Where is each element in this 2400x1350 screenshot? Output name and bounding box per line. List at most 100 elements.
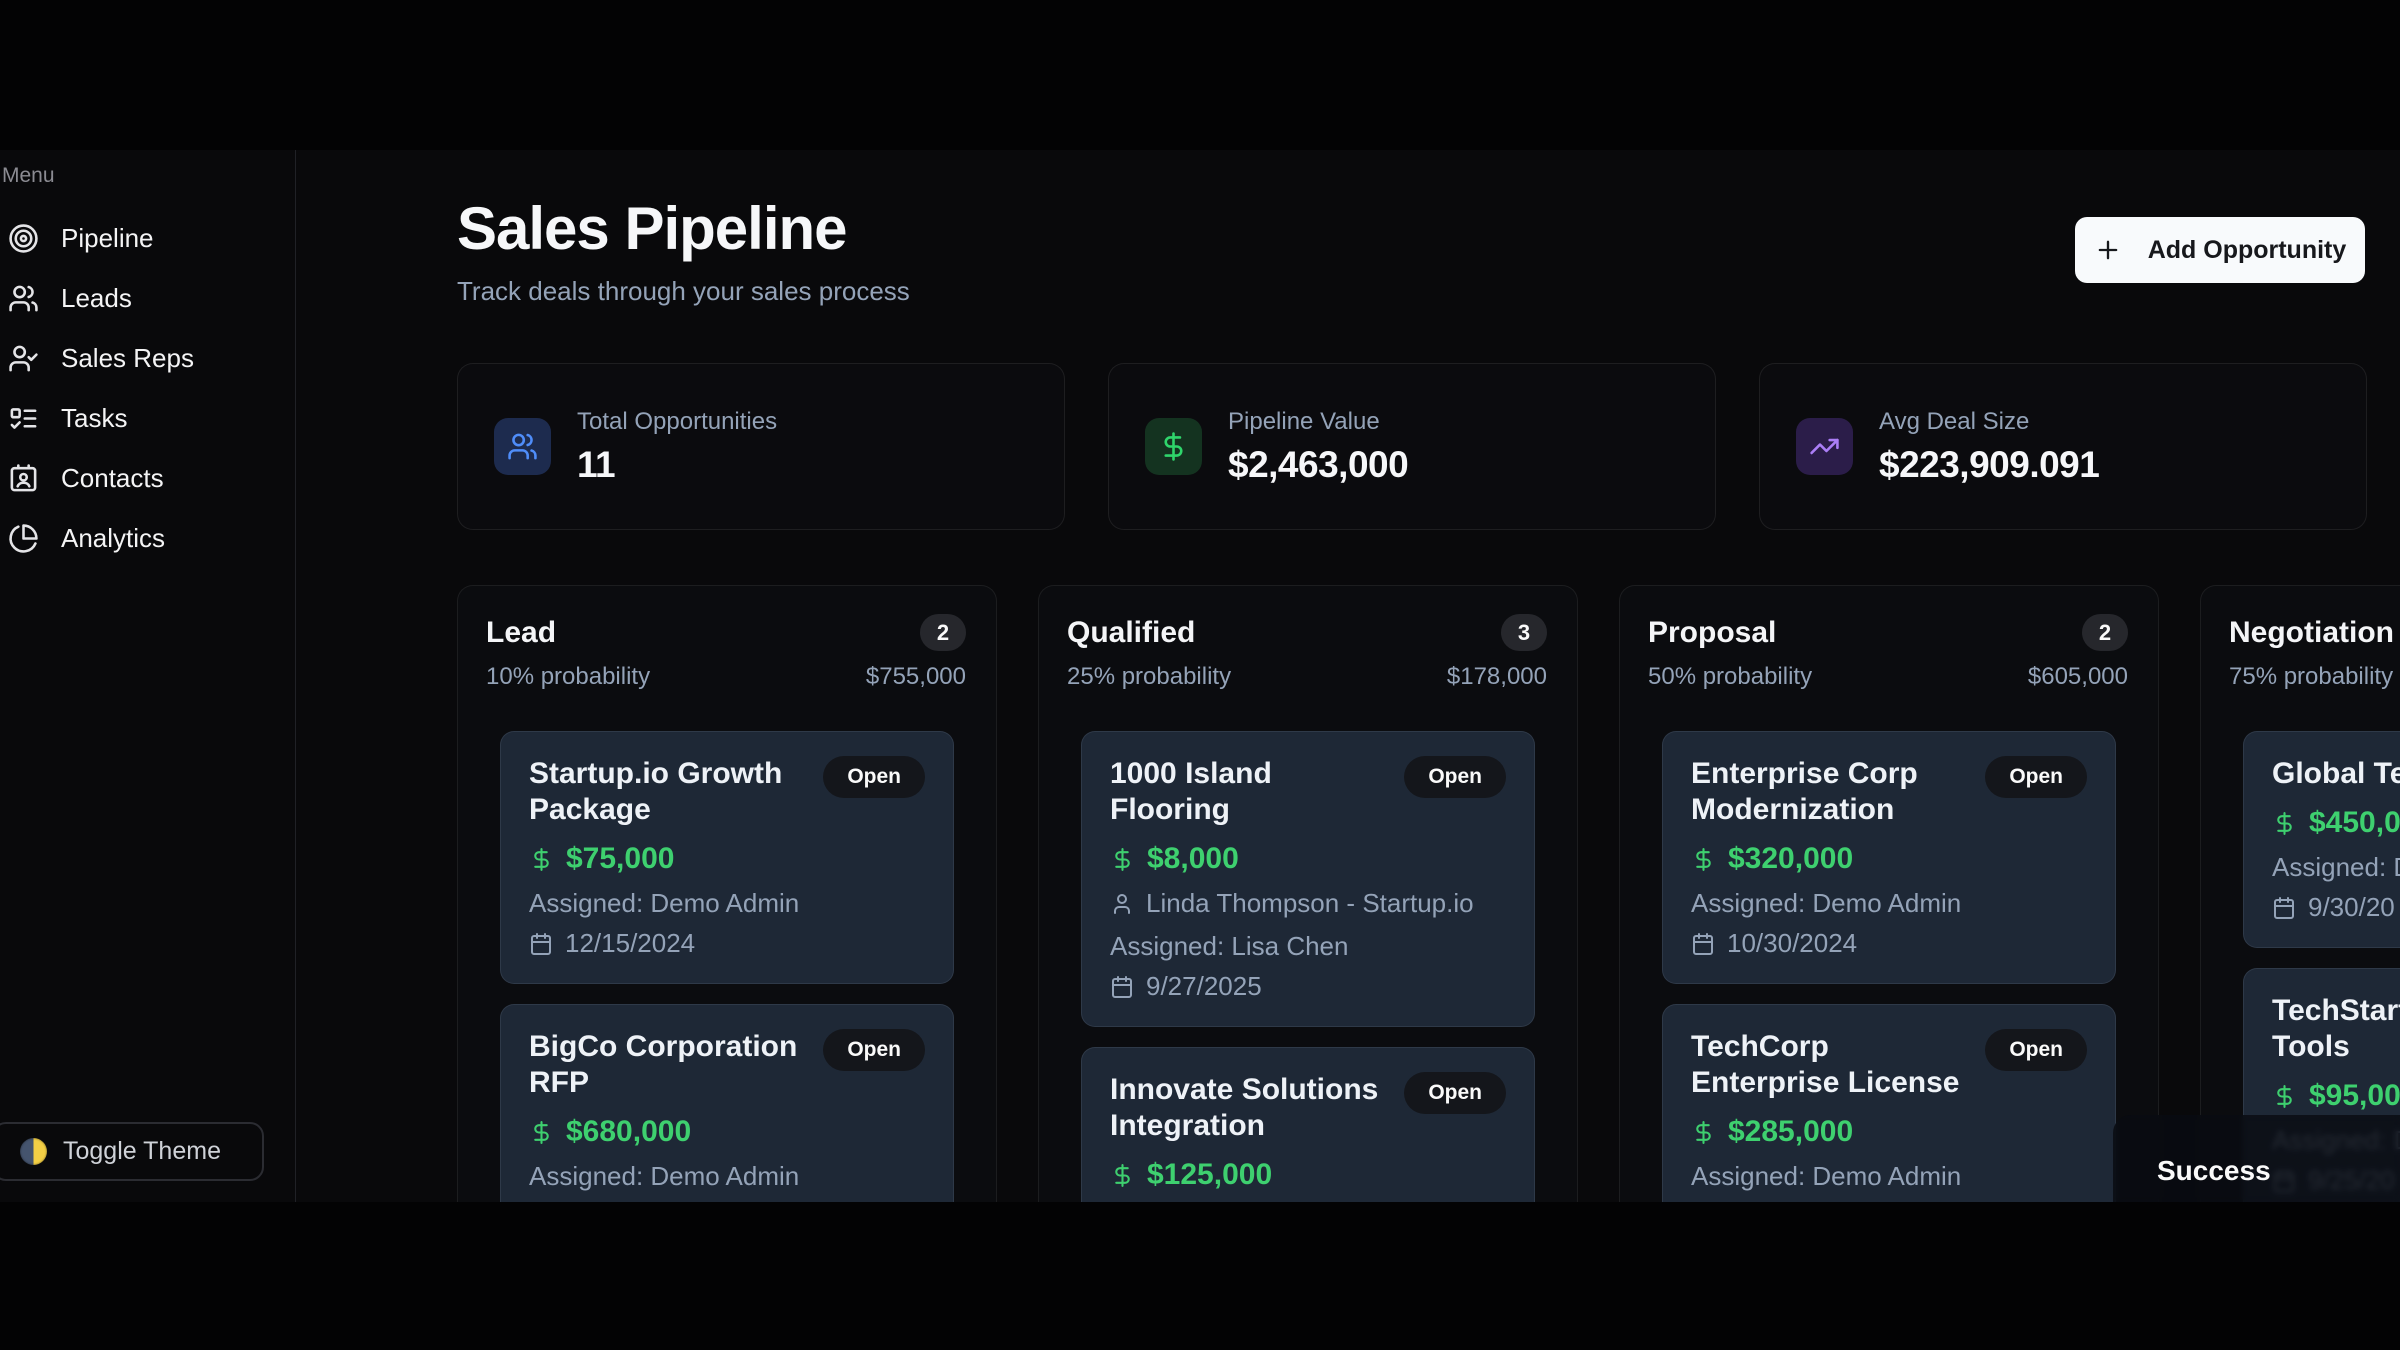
pipeline-board: Lead 2 10% probability $755,000 Startup.… <box>457 585 2400 1202</box>
stat-icon-tile <box>494 418 551 475</box>
card-title: BigCo Corporation RFP <box>529 1030 798 1099</box>
column-proposal: Proposal 2 50% probability $605,000 Ente… <box>1619 585 2159 1202</box>
contact-card-icon <box>10 463 37 491</box>
user-icon <box>1114 893 1130 914</box>
card-title: Enterprise Corp Modernization <box>1691 757 1918 826</box>
stat-icon-tile <box>1145 418 1202 475</box>
sidebar-item-contacts[interactable]: Contacts <box>0 448 295 508</box>
opportunity-card[interactable]: Enterprise Corp Modernization Open $320,… <box>1662 731 2116 984</box>
success-toast: Success <box>2113 1115 2400 1202</box>
card-amount: $320,000 <box>1728 842 1854 875</box>
card-title: 1000 Island Flooring <box>1110 757 1272 826</box>
users-icon <box>9 285 38 311</box>
column-name: Lead <box>486 615 557 649</box>
opportunity-card[interactable]: 1000 Island Flooring Open $8,000 Linda T… <box>1081 731 1535 1027</box>
card-assigned: Assigned: Demo Admin <box>529 888 800 918</box>
calendar-icon <box>1112 975 1132 998</box>
add-opportunity-button[interactable]: Add Opportunity <box>2075 217 2365 283</box>
calendar-icon <box>531 932 551 955</box>
sidebar-item-label: Tasks <box>61 402 128 433</box>
column-total: $605,000 <box>2027 663 2128 690</box>
plus-icon <box>2098 240 2118 260</box>
trending-up-icon <box>1810 438 1839 455</box>
stat-label: Pipeline Value <box>1228 407 1380 435</box>
opportunity-card[interactable]: TechCorp Enterprise License Open $285,00… <box>1662 1004 2116 1202</box>
sidebar-item-sales-reps[interactable]: Sales Reps <box>0 328 295 388</box>
sidebar: Menu Pipeline Leads Sales Reps Tasks <box>0 150 296 1202</box>
dollar-icon <box>1115 847 1130 871</box>
column-total: $755,000 <box>865 663 966 690</box>
status-badge: Open <box>823 756 925 798</box>
column-qualified: Qualified 3 25% probability $178,000 100… <box>1038 585 1578 1202</box>
stat-value: $2,463,000 <box>1228 443 1409 485</box>
target-icon <box>9 223 38 253</box>
card-amount: $450,00 <box>2309 806 2400 839</box>
moon-icon <box>20 1138 47 1165</box>
stat-icon-tile <box>1796 418 1853 475</box>
opportunity-card[interactable]: Startup.io Growth Package Open $75,000 A… <box>500 731 954 984</box>
column-probability: 25% probability <box>1067 663 1232 690</box>
sidebar-item-pipeline[interactable]: Pipeline <box>0 208 295 268</box>
dollar-icon <box>1696 1120 1711 1144</box>
opportunity-card[interactable]: Innovate Solutions Integration Open $125… <box>1081 1047 1535 1202</box>
dollar-icon <box>2277 811 2292 835</box>
opportunity-card[interactable]: BigCo Corporation RFP Open $680,000 Assi… <box>500 1004 954 1202</box>
opportunity-card[interactable]: Global Te $450,00 Assigned: D 9/30/20 <box>2243 731 2400 948</box>
dollar-icon <box>1115 1163 1130 1187</box>
column-count-badge: 2 <box>920 614 966 651</box>
card-title: TechStart Tools <box>2272 994 2400 1063</box>
users-icon <box>508 433 537 460</box>
card-amount: $75,000 <box>566 842 675 875</box>
dollar-icon <box>2277 1084 2292 1108</box>
card-assigned: Assigned: Demo Admin <box>1691 1161 1962 1191</box>
card-assigned: Assigned: Demo Admin <box>529 1161 800 1191</box>
column-probability: 10% probability <box>486 663 651 690</box>
sidebar-item-label: Analytics <box>61 522 166 553</box>
stat-total-opportunities: Total Opportunities 11 <box>457 363 1065 530</box>
card-date: 9/27/2025 <box>1146 971 1262 1001</box>
toggle-theme-button[interactable]: Toggle Theme <box>0 1122 264 1181</box>
column-header: Proposal 2 50% probability $605,000 <box>1620 614 2158 691</box>
app-window: Menu Pipeline Leads Sales Reps Tasks <box>0 150 2400 1202</box>
card-title: Global Te <box>2272 757 2400 790</box>
status-badge: Open <box>1404 756 1506 798</box>
stat-value: 11 <box>577 443 616 485</box>
page-title: Sales Pipeline <box>457 195 848 262</box>
card-date: 10/15/2024 <box>1727 1201 1857 1202</box>
status-badge: Open <box>1985 756 2087 798</box>
sidebar-item-leads[interactable]: Leads <box>0 268 295 328</box>
calendar-icon <box>1693 932 1713 955</box>
sidebar-item-label: Leads <box>61 282 132 313</box>
sidebar-item-analytics[interactable]: Analytics <box>0 508 295 568</box>
card-title: Innovate Solutions Integration <box>1110 1073 1379 1142</box>
stat-avg-deal-size: Avg Deal Size $223,909.091 <box>1759 363 2367 530</box>
page-subtitle: Track deals through your sales process <box>457 276 910 306</box>
list-todo-icon <box>10 407 37 429</box>
column-lead: Lead 2 10% probability $755,000 Startup.… <box>457 585 997 1202</box>
status-badge: Open <box>1404 1072 1506 1114</box>
column-cards: 1000 Island Flooring Open $8,000 Linda T… <box>1039 731 1577 1202</box>
column-negotiation: Negotiation 75% probability Global Te <box>2200 585 2400 1202</box>
card-date: 1/30/2025 <box>565 1201 681 1202</box>
column-header: Lead 2 10% probability $755,000 <box>458 614 996 691</box>
card-title: Startup.io Growth Package <box>529 757 783 826</box>
status-badge: Open <box>823 1029 925 1071</box>
stat-label: Avg Deal Size <box>1879 407 2030 435</box>
column-count-badge: 2 <box>2082 614 2128 651</box>
column-cards: Startup.io Growth Package Open $75,000 A… <box>458 731 996 1202</box>
column-header: Negotiation 75% probability <box>2201 614 2400 691</box>
card-amount: $125,000 <box>1147 1158 1273 1191</box>
card-title: TechCorp Enterprise License <box>1691 1030 1960 1099</box>
card-date: 9/30/20 <box>2308 892 2395 922</box>
card-assigned: Assigned: Demo Admin <box>1691 888 1962 918</box>
stat-pipeline-value: Pipeline Value $2,463,000 <box>1108 363 1716 530</box>
pie-chart-icon <box>9 523 38 553</box>
sidebar-item-tasks[interactable]: Tasks <box>0 388 295 448</box>
stat-label: Total Opportunities <box>577 407 778 435</box>
column-probability: 50% probability <box>1648 663 1813 690</box>
dollar-icon <box>1696 847 1711 871</box>
sidebar-menu-label: Menu <box>2 164 55 187</box>
column-name: Negotiation <box>2229 615 2394 649</box>
dollar-icon <box>1164 432 1183 461</box>
